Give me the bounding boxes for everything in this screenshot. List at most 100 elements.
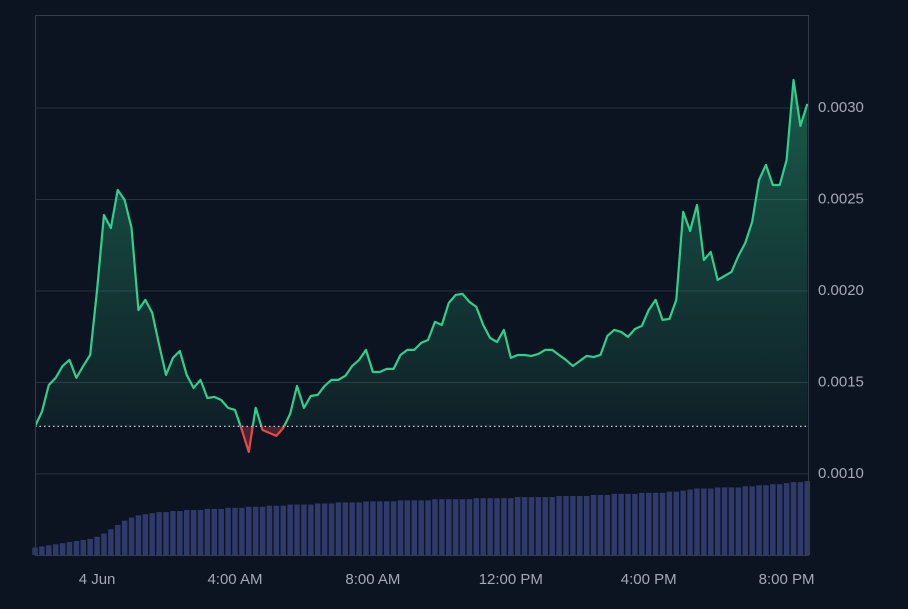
volume-bar bbox=[183, 509, 190, 555]
volume-bar bbox=[639, 492, 645, 555]
volume-bar bbox=[680, 490, 686, 555]
area-above bbox=[35, 79, 808, 427]
volume-bar bbox=[487, 498, 493, 555]
volume-bar bbox=[687, 489, 693, 555]
x-tick-label: 12:00 PM bbox=[479, 571, 543, 588]
volume-bar bbox=[563, 496, 569, 555]
volume-bar bbox=[666, 491, 673, 555]
volume-bar bbox=[142, 514, 149, 555]
volume-bar bbox=[377, 501, 383, 555]
volume-bar bbox=[770, 484, 776, 555]
volume-bar bbox=[480, 498, 486, 555]
y-tick-label: 0.0020 bbox=[818, 282, 864, 299]
volume-bar bbox=[301, 504, 307, 555]
volume-bar bbox=[39, 546, 45, 555]
volume-bar bbox=[556, 496, 562, 555]
volume-bar bbox=[652, 492, 659, 555]
volume-bar bbox=[411, 500, 417, 555]
x-tick-label: 8:00 AM bbox=[345, 571, 400, 588]
volume-bar bbox=[728, 487, 735, 555]
volume-bar bbox=[514, 497, 521, 555]
volume-bar bbox=[349, 502, 355, 555]
volume-bar bbox=[708, 488, 714, 555]
volume-bar bbox=[197, 509, 204, 555]
volume-bar bbox=[742, 486, 748, 555]
volume-bar bbox=[328, 503, 335, 555]
volume-bar bbox=[404, 500, 411, 555]
y-tick-label: 0.0030 bbox=[818, 99, 864, 116]
volume-bar bbox=[390, 501, 397, 555]
volume-bar bbox=[701, 488, 707, 555]
volume-bar bbox=[294, 504, 300, 555]
volume-bar bbox=[783, 483, 790, 555]
volume-bar bbox=[383, 501, 390, 555]
volume-bar bbox=[604, 494, 611, 555]
volume-bar bbox=[135, 515, 142, 555]
volume-bar bbox=[425, 500, 431, 555]
volume-bar bbox=[321, 503, 328, 555]
volume-bar bbox=[121, 520, 128, 555]
volume-bar bbox=[583, 496, 590, 555]
volume-bar bbox=[804, 481, 811, 555]
volume-bar bbox=[232, 507, 238, 555]
volume-bar bbox=[673, 491, 680, 555]
volume-bar bbox=[535, 497, 542, 555]
line-above bbox=[35, 78, 808, 427]
volume-bar bbox=[611, 493, 617, 555]
volume-bar bbox=[308, 504, 314, 555]
volume-bar bbox=[446, 499, 452, 555]
volume-bar bbox=[266, 505, 273, 555]
volume-bar bbox=[439, 499, 445, 555]
volume-bar bbox=[370, 501, 376, 555]
volume-bar bbox=[659, 492, 666, 555]
volume-bar bbox=[452, 499, 459, 555]
volume-bar bbox=[749, 486, 755, 555]
volume-bar bbox=[625, 493, 631, 555]
volume-bar bbox=[756, 485, 762, 555]
volume-bar bbox=[797, 482, 804, 555]
volume-bar bbox=[59, 543, 66, 555]
volume-bar bbox=[246, 506, 252, 555]
volume-bar bbox=[225, 507, 231, 555]
volume-bar bbox=[73, 541, 80, 555]
volume-bar bbox=[287, 504, 293, 555]
volume-bar bbox=[418, 500, 424, 555]
volume-bar bbox=[335, 502, 342, 555]
y-tick-label: 0.0025 bbox=[818, 190, 864, 207]
volume-bar bbox=[397, 500, 404, 555]
volume-bar bbox=[528, 497, 535, 555]
volume-bar bbox=[363, 501, 369, 555]
volume-bar bbox=[204, 508, 211, 555]
volume-bar bbox=[280, 505, 286, 555]
volume-bar bbox=[645, 492, 652, 555]
volume-bar bbox=[46, 545, 52, 555]
volume-bar bbox=[776, 484, 783, 555]
volume-bar bbox=[149, 513, 155, 555]
x-tick-label: 4:00 AM bbox=[207, 571, 262, 588]
volume-bar bbox=[80, 539, 87, 555]
volume-bar bbox=[501, 498, 507, 555]
volume-bar bbox=[259, 506, 266, 555]
axis-labels: 0.0010 0.0015 0.0020 0.0025 0.0030 4 Jun 4:00 … bbox=[79, 99, 864, 588]
volume-bar bbox=[314, 503, 321, 555]
x-tick-label: 8:00 PM bbox=[759, 571, 815, 588]
volume-bar bbox=[590, 494, 597, 555]
y-tick-label: 0.0010 bbox=[818, 465, 864, 482]
volume-bar bbox=[52, 544, 59, 555]
volume-bar bbox=[218, 508, 224, 555]
volume-bar bbox=[211, 508, 218, 555]
volume-pane bbox=[32, 481, 811, 555]
volume-bar bbox=[432, 499, 438, 555]
volume-bar bbox=[190, 509, 197, 555]
volume-bar bbox=[763, 485, 769, 555]
volume-bar bbox=[618, 493, 624, 555]
volume-bar bbox=[115, 524, 121, 555]
volume-bar bbox=[790, 482, 797, 555]
volume-bar bbox=[721, 487, 728, 555]
volume-bar bbox=[177, 511, 183, 555]
volume-bar bbox=[87, 538, 93, 555]
volume-bar bbox=[108, 529, 114, 555]
volume-bar bbox=[466, 499, 473, 555]
volume-bar bbox=[549, 497, 555, 555]
